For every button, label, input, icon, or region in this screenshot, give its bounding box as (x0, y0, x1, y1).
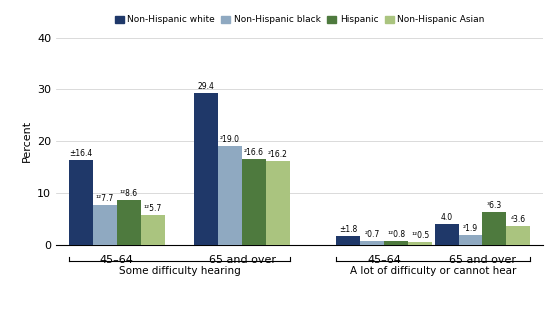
Text: ⁴3.6: ⁴3.6 (511, 215, 526, 224)
Text: ¹²7.7: ¹²7.7 (96, 194, 114, 203)
Text: ¹²0.5: ¹²0.5 (411, 231, 429, 240)
Legend: Non-Hispanic white, Non-Hispanic black, Hispanic, Non-Hispanic Asian: Non-Hispanic white, Non-Hispanic black, … (115, 15, 484, 24)
Bar (360, 241, 384, 245)
Bar (483, 212, 506, 245)
Bar (459, 235, 483, 245)
Text: ¹²8.6: ¹²8.6 (120, 189, 138, 198)
Text: ²16.6: ²16.6 (244, 148, 264, 157)
Bar (506, 226, 530, 245)
Text: ±1.8: ±1.8 (339, 225, 357, 234)
Text: ²0.7: ²0.7 (365, 230, 380, 239)
Bar (218, 146, 242, 245)
Text: Some difficulty hearing: Some difficulty hearing (119, 266, 240, 276)
Text: 4.0: 4.0 (441, 213, 452, 222)
Bar (242, 159, 266, 245)
Bar (435, 224, 459, 245)
Bar (141, 215, 165, 245)
Bar (408, 242, 432, 245)
Text: ¹²5.7: ¹²5.7 (143, 204, 162, 213)
Text: ²1.9: ²1.9 (463, 224, 478, 233)
Text: 29.4: 29.4 (198, 82, 214, 90)
Bar (266, 161, 290, 245)
Bar (69, 160, 93, 245)
Bar (93, 205, 116, 245)
Bar (337, 236, 360, 245)
Bar (194, 93, 218, 245)
Y-axis label: Percent: Percent (21, 120, 31, 162)
Text: ±16.4: ±16.4 (69, 149, 92, 158)
Text: ¹²0.8: ¹²0.8 (387, 230, 405, 239)
Text: A lot of difficulty or cannot hear: A lot of difficulty or cannot hear (350, 266, 516, 276)
Text: ²19.0: ²19.0 (220, 135, 240, 144)
Text: ²16.2: ²16.2 (268, 150, 288, 159)
Bar (116, 200, 141, 245)
Bar (384, 241, 408, 245)
Text: ³6.3: ³6.3 (487, 201, 502, 210)
